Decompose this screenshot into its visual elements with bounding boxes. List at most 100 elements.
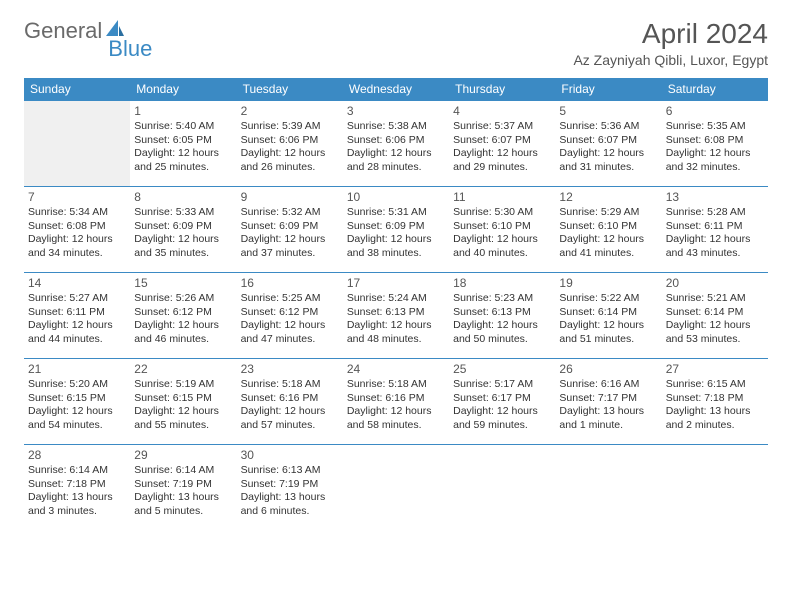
day-line: Daylight: 12 hours bbox=[666, 233, 764, 247]
day-line: and 51 minutes. bbox=[559, 333, 657, 347]
day-line: Sunset: 6:07 PM bbox=[453, 134, 551, 148]
day-line: Sunset: 6:16 PM bbox=[241, 392, 339, 406]
day-cell: 13Sunrise: 5:28 AMSunset: 6:11 PMDayligh… bbox=[662, 187, 768, 273]
day-line: and 55 minutes. bbox=[134, 419, 232, 433]
day-number: 14 bbox=[28, 276, 126, 290]
day-line: Sunset: 6:10 PM bbox=[559, 220, 657, 234]
day-number: 1 bbox=[134, 104, 232, 118]
day-line: Sunset: 6:11 PM bbox=[28, 306, 126, 320]
day-line: Daylight: 12 hours bbox=[453, 405, 551, 419]
day-details: Sunrise: 5:38 AMSunset: 6:06 PMDaylight:… bbox=[347, 120, 445, 175]
day-line: Sunrise: 5:37 AM bbox=[453, 120, 551, 134]
day-line: Daylight: 12 hours bbox=[241, 405, 339, 419]
day-number: 6 bbox=[666, 104, 764, 118]
day-cell bbox=[343, 445, 449, 531]
day-line: Daylight: 12 hours bbox=[347, 147, 445, 161]
month-title: April 2024 bbox=[573, 18, 768, 50]
day-line: and 26 minutes. bbox=[241, 161, 339, 175]
day-line: and 57 minutes. bbox=[241, 419, 339, 433]
day-line: Sunrise: 5:21 AM bbox=[666, 292, 764, 306]
day-cell: 26Sunrise: 6:16 AMSunset: 7:17 PMDayligh… bbox=[555, 359, 661, 445]
day-cell: 16Sunrise: 5:25 AMSunset: 6:12 PMDayligh… bbox=[237, 273, 343, 359]
day-line: Daylight: 13 hours bbox=[241, 491, 339, 505]
day-line: Sunset: 6:06 PM bbox=[347, 134, 445, 148]
day-details: Sunrise: 5:30 AMSunset: 6:10 PMDaylight:… bbox=[453, 206, 551, 261]
brand-part2: Blue bbox=[108, 36, 152, 62]
day-number: 10 bbox=[347, 190, 445, 204]
day-line: Sunset: 6:09 PM bbox=[241, 220, 339, 234]
day-number: 25 bbox=[453, 362, 551, 376]
day-cell: 27 Sunrise: 6:15 AMSunset: 7:18 PMDayligh… bbox=[662, 359, 768, 445]
day-line: and 44 minutes. bbox=[28, 333, 126, 347]
day-line: Sunrise: 5:30 AM bbox=[453, 206, 551, 220]
day-cell: 15 Sunrise: 5:26 AMSunset: 6:12 PMDayligh… bbox=[130, 273, 236, 359]
day-cell: 1Sunrise: 5:40 AMSunset: 6:05 PMDaylight… bbox=[130, 101, 236, 187]
day-line: and 29 minutes. bbox=[453, 161, 551, 175]
day-line: Daylight: 12 hours bbox=[134, 233, 232, 247]
day-cell: 21Sunrise: 5:20 AMSunset: 6:15 PMDayligh… bbox=[24, 359, 130, 445]
day-details: Sunrise: 6:16 AMSunset: 7:17 PMDaylight:… bbox=[559, 378, 657, 433]
day-line: Sunset: 6:15 PM bbox=[28, 392, 126, 406]
day-cell: 29Sunrise: 6:14 AMSunset: 7:19 PMDayligh… bbox=[130, 445, 236, 531]
day-line: and 35 minutes. bbox=[134, 247, 232, 261]
day-line: Sunset: 7:18 PM bbox=[666, 392, 764, 406]
day-details: Sunrise: 5:27 AMSunset: 6:11 PMDaylight:… bbox=[28, 292, 126, 347]
day-line: Daylight: 13 hours bbox=[666, 405, 764, 419]
day-line: Sunrise: 5:35 AM bbox=[666, 120, 764, 134]
day-cell bbox=[449, 445, 555, 531]
day-line: Daylight: 12 hours bbox=[241, 319, 339, 333]
day-details: Sunrise: 6:15 AMSunset: 7:18 PMDaylight:… bbox=[666, 378, 764, 433]
day-line: and 58 minutes. bbox=[347, 419, 445, 433]
day-cell: 17Sunrise: 5:24 AMSunset: 6:13 PMDayligh… bbox=[343, 273, 449, 359]
day-line: Sunset: 6:12 PM bbox=[134, 306, 232, 320]
day-line: and 25 minutes. bbox=[134, 161, 232, 175]
day-line: Daylight: 13 hours bbox=[134, 491, 232, 505]
day-cell: 22Sunrise: 5:19 AMSunset: 6:15 PMDayligh… bbox=[130, 359, 236, 445]
day-details: Sunrise: 5:23 AMSunset: 6:13 PMDaylight:… bbox=[453, 292, 551, 347]
week-row: 1Sunrise: 5:40 AMSunset: 6:05 PMDaylight… bbox=[24, 101, 768, 187]
day-line: Daylight: 12 hours bbox=[241, 233, 339, 247]
day-line: and 59 minutes. bbox=[453, 419, 551, 433]
day-number: 23 bbox=[241, 362, 339, 376]
title-block: April 2024 Az Zayniyah Qibli, Luxor, Egy… bbox=[573, 18, 768, 68]
brand-logo: General Blue bbox=[24, 18, 170, 44]
day-line: and 3 minutes. bbox=[28, 505, 126, 519]
day-details: Sunrise: 5:29 AMSunset: 6:10 PMDaylight:… bbox=[559, 206, 657, 261]
day-cell: 11Sunrise: 5:30 AMSunset: 6:10 PMDayligh… bbox=[449, 187, 555, 273]
day-line: Sunrise: 5:26 AM bbox=[134, 292, 232, 306]
header: General Blue April 2024 Az Zayniyah Qibl… bbox=[0, 0, 792, 74]
day-line: Daylight: 12 hours bbox=[559, 147, 657, 161]
day-number: 27 bbox=[666, 362, 764, 376]
day-details: Sunrise: 5:36 AMSunset: 6:07 PMDaylight:… bbox=[559, 120, 657, 175]
day-line: Sunrise: 5:39 AM bbox=[241, 120, 339, 134]
day-line: Sunset: 6:16 PM bbox=[347, 392, 445, 406]
day-line: Sunrise: 5:29 AM bbox=[559, 206, 657, 220]
day-details: Sunrise: 5:21 AMSunset: 6:14 PMDaylight:… bbox=[666, 292, 764, 347]
day-line: Sunrise: 5:40 AM bbox=[134, 120, 232, 134]
day-line: Sunrise: 5:32 AM bbox=[241, 206, 339, 220]
day-line: Daylight: 12 hours bbox=[453, 319, 551, 333]
day-line: Daylight: 12 hours bbox=[347, 233, 445, 247]
day-header: Wednesday bbox=[343, 78, 449, 101]
day-number: 24 bbox=[347, 362, 445, 376]
day-line: and 31 minutes. bbox=[559, 161, 657, 175]
day-details: Sunrise: 5:32 AMSunset: 6:09 PMDaylight:… bbox=[241, 206, 339, 261]
day-number: 29 bbox=[134, 448, 232, 462]
day-line: and 1 minute. bbox=[559, 419, 657, 433]
day-line: and 38 minutes. bbox=[347, 247, 445, 261]
day-header-row: Sunday Monday Tuesday Wednesday Thursday… bbox=[24, 78, 768, 101]
day-cell: 12Sunrise: 5:29 AMSunset: 6:10 PMDayligh… bbox=[555, 187, 661, 273]
day-line: Daylight: 12 hours bbox=[453, 147, 551, 161]
day-line: Daylight: 12 hours bbox=[134, 147, 232, 161]
day-line: and 46 minutes. bbox=[134, 333, 232, 347]
day-cell bbox=[24, 101, 130, 187]
day-cell: 20Sunrise: 5:21 AMSunset: 6:14 PMDayligh… bbox=[662, 273, 768, 359]
day-number: 17 bbox=[347, 276, 445, 290]
day-line: Sunrise: 5:22 AM bbox=[559, 292, 657, 306]
day-number: 15 bbox=[134, 276, 232, 290]
week-row: 7Sunrise: 5:34 AMSunset: 6:08 PMDaylight… bbox=[24, 187, 768, 273]
day-line: Daylight: 13 hours bbox=[28, 491, 126, 505]
day-details: Sunrise: 5:26 AMSunset: 6:12 PMDaylight:… bbox=[134, 292, 232, 347]
day-line: Sunrise: 5:23 AM bbox=[453, 292, 551, 306]
day-cell: 28Sunrise: 6:14 AMSunset: 7:18 PMDayligh… bbox=[24, 445, 130, 531]
